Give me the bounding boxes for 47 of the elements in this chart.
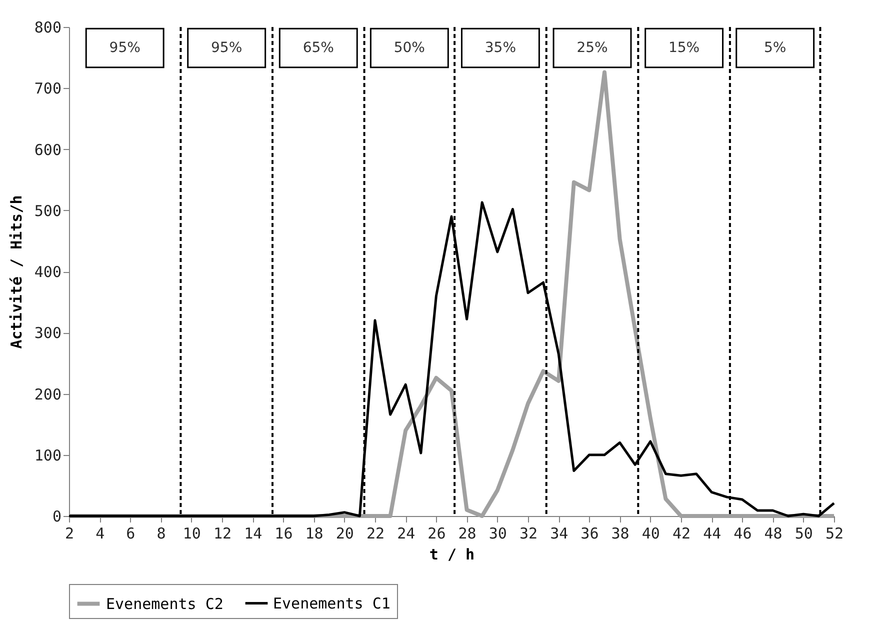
x-tick-label: 52	[825, 524, 844, 542]
y-tick-label: 500	[34, 202, 62, 220]
y-tick-label: 700	[34, 80, 62, 98]
y-tick-label: 100	[34, 446, 62, 464]
y-tick-label: 400	[34, 263, 62, 281]
x-tick-label: 34	[550, 524, 568, 542]
x-tick-label: 8	[156, 524, 166, 542]
legend-label: Evenements C2	[106, 594, 224, 613]
y-tick-label: 200	[34, 385, 62, 404]
x-tick-label: 18	[305, 524, 324, 542]
y-axis-title: Activité / Hits/h	[7, 195, 26, 349]
annotation: 35%	[484, 40, 516, 56]
x-tick-label: 6	[126, 524, 136, 542]
x-tick-label: 28	[458, 524, 476, 542]
y-tick-label: 300	[34, 324, 62, 342]
annotation: 50%	[394, 40, 425, 56]
annotation: 25%	[576, 40, 608, 56]
annotation: 65%	[302, 40, 334, 56]
x-tick-label: 40	[642, 524, 660, 542]
x-tick-label: 30	[488, 524, 507, 542]
y-tick-label: 0	[52, 508, 62, 526]
x-tick-label: 10	[182, 524, 201, 542]
x-tick-label: 20	[336, 524, 354, 542]
x-tick-label: 44	[703, 524, 722, 542]
x-tick-label: 50	[794, 524, 813, 542]
x-tick-label: 38	[611, 524, 630, 542]
annotation: 15%	[668, 40, 700, 56]
x-tick-label: 2	[64, 524, 74, 542]
x-tick-label: 4	[96, 524, 105, 542]
x-tick-label: 14	[244, 524, 262, 542]
annotation: 95%	[109, 40, 140, 56]
annotation: 95%	[211, 40, 242, 56]
x-tick-label: 26	[428, 524, 446, 542]
y-tick-label: 600	[34, 140, 62, 159]
annotation: 5%	[764, 40, 786, 56]
x-tick-label: 32	[519, 524, 538, 542]
y-tick-label: 800	[34, 18, 62, 36]
x-tick-label: 22	[366, 524, 385, 542]
x-tick-label: 24	[397, 524, 416, 542]
x-tick-label: 46	[734, 524, 752, 542]
x-tick-label: 16	[274, 524, 293, 542]
x-tick-label: 36	[580, 524, 599, 542]
x-tick-label: 42	[672, 524, 691, 542]
x-tick-label: 48	[764, 524, 782, 542]
x-tick-label: 12	[213, 524, 232, 542]
x-axis-title: t / h	[429, 546, 475, 564]
legend-label: Evenements C1	[273, 594, 390, 612]
